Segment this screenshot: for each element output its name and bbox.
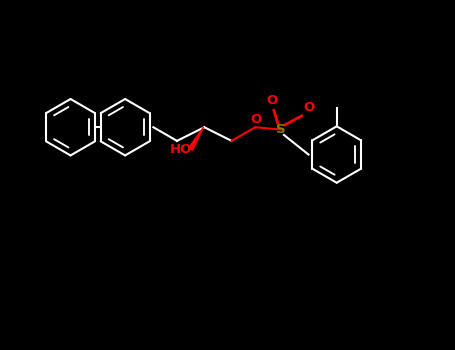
Text: O: O (303, 101, 314, 114)
Text: O: O (267, 94, 278, 107)
Text: HO: HO (169, 144, 192, 156)
Text: S: S (276, 123, 286, 136)
Text: O: O (251, 113, 262, 126)
Polygon shape (189, 127, 204, 150)
